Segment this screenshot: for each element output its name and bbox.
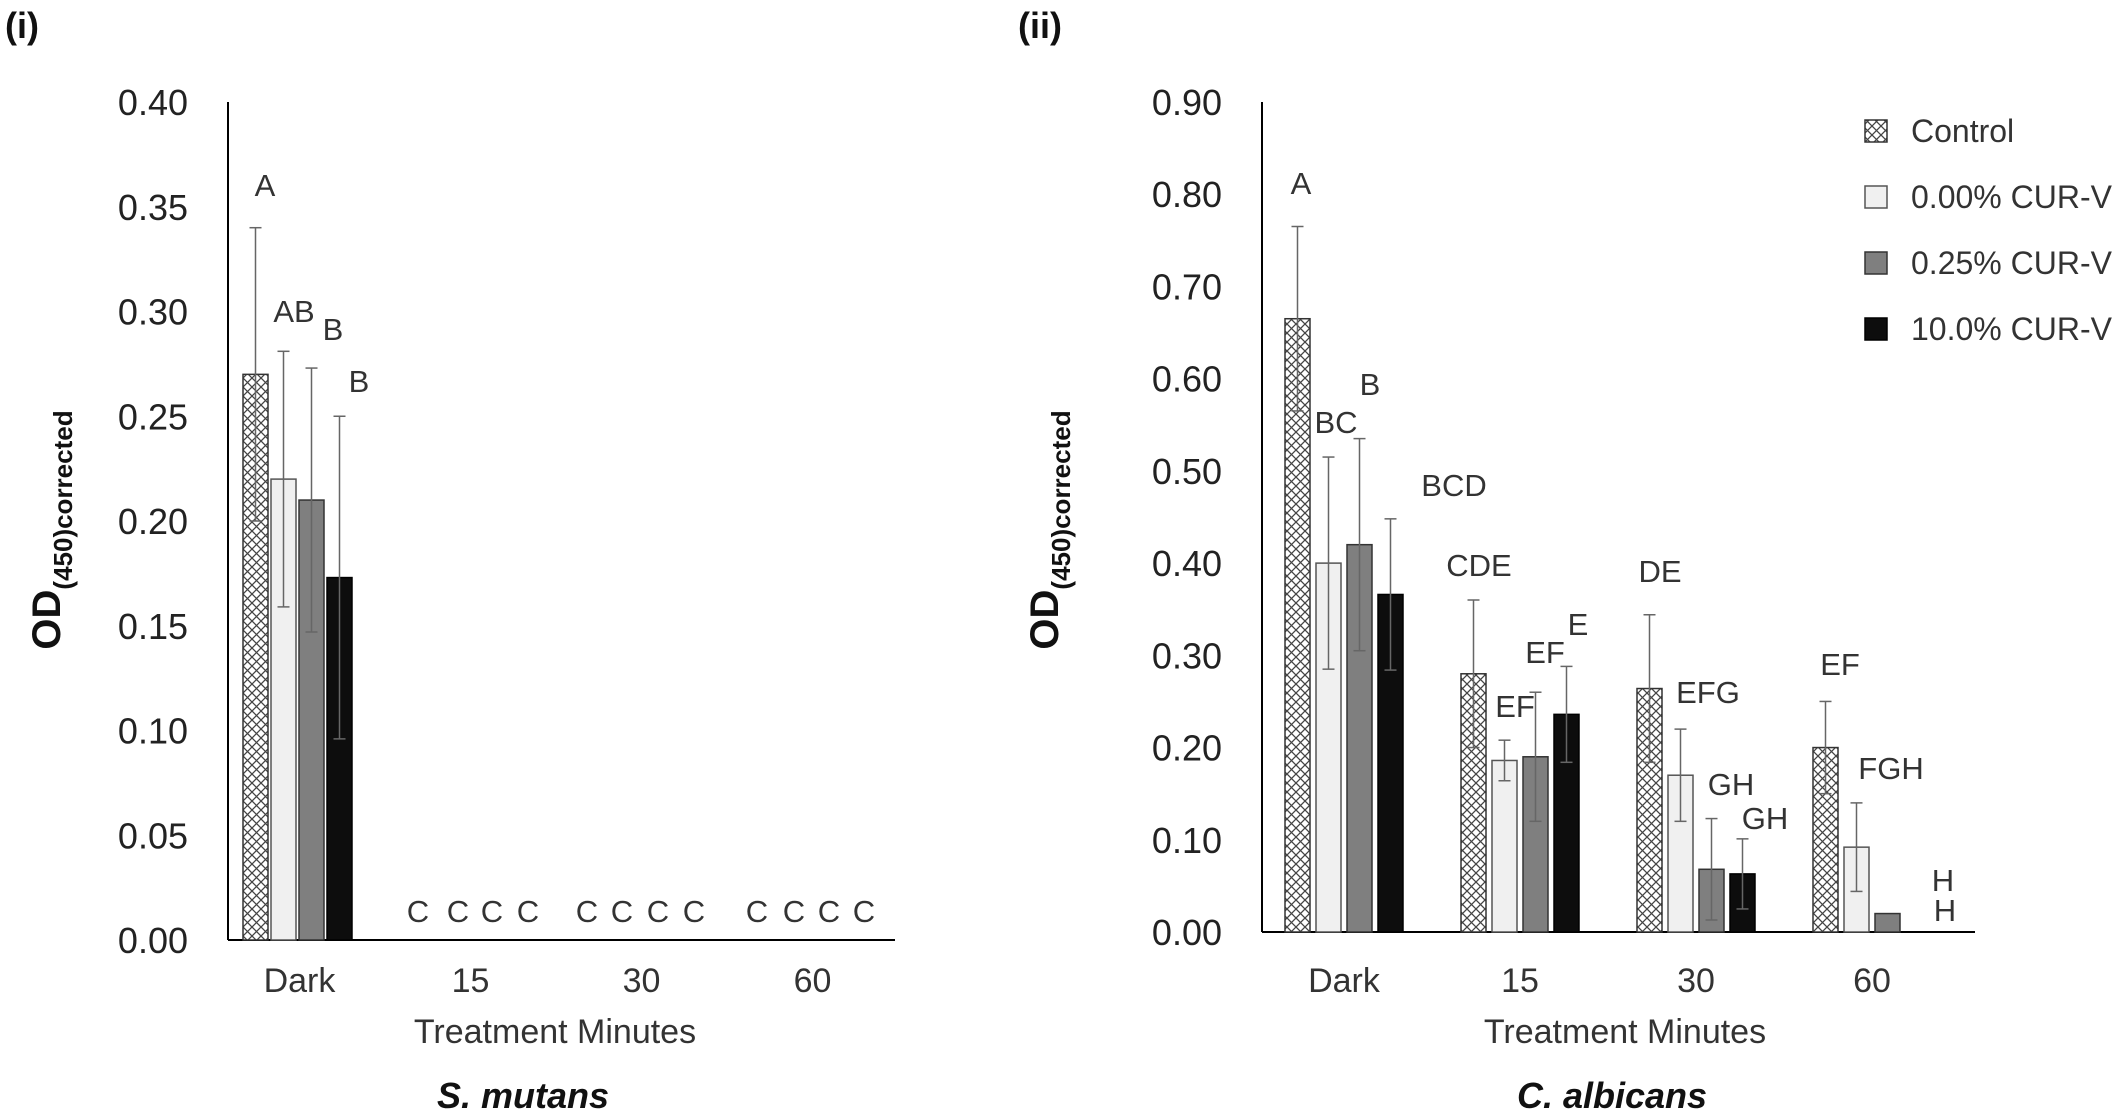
significance-label: BC: [1314, 405, 1357, 440]
significance-label: H: [1934, 893, 1956, 928]
y-tick-label: 0.05: [118, 815, 188, 856]
significance-label: B: [1360, 367, 1381, 402]
x-category-label: 30: [1677, 962, 1715, 1000]
x-category-label: 60: [1853, 962, 1891, 1000]
significance-label: EFG: [1676, 675, 1740, 710]
y-tick-label: 0.60: [1152, 359, 1222, 400]
significance-label: EF: [1820, 647, 1860, 682]
y-tick-label: 0.10: [118, 711, 188, 752]
bar-0-0: [1284, 317, 1311, 933]
significance-label: CDE: [1446, 548, 1511, 583]
significance-label: C: [517, 894, 539, 929]
y-axis-label: OD(450)corrected: [25, 410, 78, 649]
y-tick-label: 0.70: [1152, 266, 1222, 307]
x-category-label: 60: [794, 962, 832, 1000]
chart-title: C. albicans: [1517, 1075, 1707, 1115]
significance-label: C: [611, 894, 633, 929]
y-tick-label: 0.40: [118, 82, 188, 123]
x-category-label: 30: [623, 962, 661, 1000]
panel-label: (i): [5, 5, 39, 46]
significance-label: C: [853, 894, 875, 929]
legend-label: 0.00% CUR-V: [1911, 179, 2113, 215]
y-tick-label: 0.15: [118, 606, 188, 647]
legend-label: 0.25% CUR-V: [1911, 245, 2113, 281]
significance-label: C: [683, 894, 705, 929]
x-category-label: Dark: [1308, 962, 1381, 1000]
significance-label: EF: [1525, 635, 1565, 670]
x-category-label: 15: [452, 962, 490, 1000]
significance-label: B: [349, 364, 370, 399]
significance-label: C: [647, 894, 669, 929]
significance-label: GH: [1708, 767, 1755, 802]
y-axis-label-main: OD: [25, 590, 69, 650]
significance-label: A: [255, 168, 276, 203]
y-axis-label-subscript: (450)corrected: [48, 410, 78, 589]
significance-label: BCD: [1421, 468, 1486, 503]
chart-panel-calbicans: (ii) 0.00 0.10 0.20 0.30 0.40 0.50 0.60 0.70 0.80…: [1018, 5, 2113, 1115]
y-tick-label: 0.00: [1152, 912, 1222, 953]
legend-swatch-3: [1864, 317, 1888, 341]
significance-label: C: [818, 894, 840, 929]
significance-label: GH: [1742, 801, 1789, 836]
significance-label: C: [407, 894, 429, 929]
significance-label: FGH: [1858, 751, 1923, 786]
legend-label: Control: [1911, 113, 2014, 149]
significance-label: C: [746, 894, 768, 929]
significance-label: C: [783, 894, 805, 929]
x-category-label: 15: [1501, 962, 1539, 1000]
y-tick-label: 0.20: [118, 501, 188, 542]
y-tick-label: 0.30: [1152, 635, 1222, 676]
legend-label: 10.0% CUR-V: [1911, 311, 2113, 347]
bar-1-0: [270, 478, 297, 941]
y-tick-label: 0.80: [1152, 174, 1222, 215]
chart-title: S. mutans: [437, 1075, 609, 1115]
legend-swatch-0: [1864, 119, 1888, 143]
y-tick-label: 0.35: [118, 187, 188, 228]
legend-swatch-2: [1864, 251, 1888, 275]
y-tick-label: 0.30: [118, 292, 188, 333]
y-axis-label-main: OD: [1023, 590, 1067, 650]
x-category-label: Dark: [264, 962, 337, 1000]
bar-2-3: [1874, 912, 1901, 933]
y-tick-label: 0.50: [1152, 451, 1222, 492]
significance-label: E: [1568, 607, 1589, 642]
significance-label: C: [481, 894, 503, 929]
chart-panel-smutans: (i) 0.00 0.05 0.10 0.15 0.20 0.25 0.30 0.35 0.40 O…: [5, 5, 895, 1115]
bar-1-1: [1491, 759, 1518, 933]
y-tick-label: 0.40: [1152, 543, 1222, 584]
significance-label: A: [1291, 166, 1312, 201]
legend-swatch-1: [1864, 185, 1888, 209]
panel-label: (ii): [1018, 5, 1062, 46]
significance-label: C: [447, 894, 469, 929]
significance-label: EF: [1495, 689, 1535, 724]
significance-label: C: [576, 894, 598, 929]
y-tick-label: 0.25: [118, 396, 188, 437]
x-axis-label: Treatment Minutes: [414, 1013, 696, 1051]
x-axis-label: Treatment Minutes: [1484, 1013, 1766, 1051]
y-tick-label: 0.20: [1152, 728, 1222, 769]
y-tick-label: 0.90: [1152, 82, 1222, 123]
y-axis-label-subscript: (450)corrected: [1046, 410, 1076, 589]
significance-label: H: [1932, 863, 1954, 898]
significance-label: B: [323, 312, 344, 347]
y-tick-label: 0.10: [1152, 820, 1222, 861]
significance-label: DE: [1638, 554, 1681, 589]
y-tick-label: 0.00: [118, 920, 188, 961]
y-axis-label: OD(450)corrected: [1023, 410, 1076, 649]
significance-label: AB: [273, 294, 314, 329]
